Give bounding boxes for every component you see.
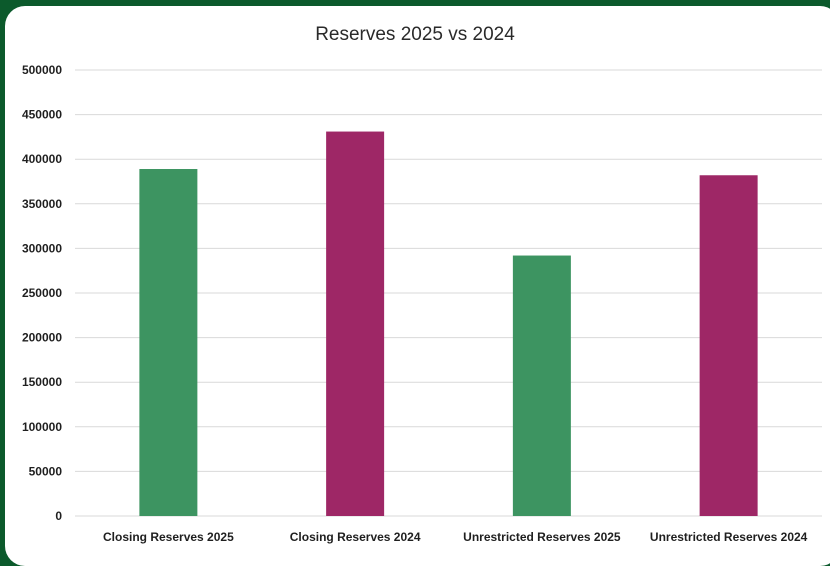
y-tick-label: 500000 [22, 63, 62, 77]
x-category-label: Closing Reserves 2024 [290, 530, 421, 544]
y-tick-label: 350000 [22, 197, 62, 211]
y-tick-label: 200000 [22, 331, 62, 345]
y-axis-ticks: 0 50000 100000 150000 200000 250000 300000 3500… [22, 63, 62, 523]
y-tick-label: 400000 [22, 152, 62, 166]
y-tick-label: 0 [55, 509, 62, 523]
bar-2 [512, 255, 571, 516]
y-tick-label: 300000 [22, 241, 62, 255]
bars [139, 131, 758, 517]
y-tick-label: 450000 [22, 108, 62, 122]
y-tick-label: 150000 [22, 375, 62, 389]
x-category-label: Unrestricted Reserves 2024 [650, 530, 808, 544]
bar-1 [326, 131, 385, 516]
y-tick-label: 50000 [29, 464, 63, 478]
x-category-label: Unrestricted Reserves 2025 [463, 530, 621, 544]
x-axis-labels: Closing Reserves 2025 Closing Reserves 20… [103, 530, 808, 544]
bar-3 [699, 175, 758, 517]
bar-0 [139, 169, 198, 516]
x-category-label: Closing Reserves 2025 [103, 530, 234, 544]
chart-title: Reserves 2025 vs 2024 [315, 24, 515, 45]
y-tick-label: 250000 [22, 286, 62, 300]
gridlines [75, 69, 822, 517]
bar-chart: 0 50000 100000 150000 200000 250000 300000 3500… [22, 63, 822, 544]
y-tick-label: 100000 [22, 420, 62, 434]
